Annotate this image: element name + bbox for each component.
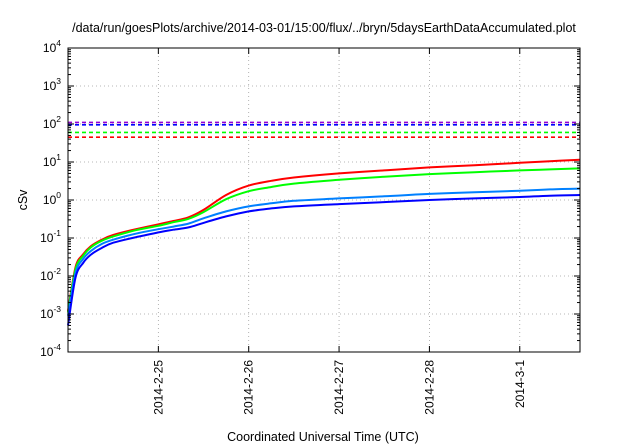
y-tick-label: 104 (43, 38, 61, 55)
y-tick-label: 103 (43, 76, 61, 93)
x-tick-label: 2014-2-28 (422, 360, 436, 415)
y-tick-label: 10-3 (40, 304, 61, 321)
x-tick-label: 2014-2-25 (151, 360, 165, 415)
y-tick-label: 101 (43, 152, 61, 169)
y-tick-label: 10-2 (40, 266, 61, 283)
x-axis-title: Coordinated Universal Time (UTC) (227, 430, 419, 444)
x-tick-label: 2014-2-26 (242, 360, 256, 415)
y-tick-label: 100 (43, 190, 61, 207)
y-axis-title: cSv (16, 189, 30, 211)
y-tick-label: 10-4 (40, 342, 61, 359)
y-axis: 10-4 10-3 10-2 10-1 100 101 102 103 104 (40, 38, 580, 359)
x-tick-label: 2014-2-27 (332, 360, 346, 415)
chart-title: /data/run/goesPlots/archive/2014-03-01/1… (72, 21, 576, 35)
threshold-lines (68, 121, 580, 138)
series-line (67, 187, 581, 316)
x-tick-label: 2014-3-1 (513, 360, 527, 408)
x-axis: 2014-2-25 2014-2-26 2014-2-27 2014-2-28 2014… (151, 48, 527, 415)
y-tick-label: 10-1 (40, 228, 61, 245)
series-line (67, 167, 581, 313)
series-line (67, 194, 581, 326)
series-group (67, 158, 581, 326)
y-tick-label: 102 (43, 114, 61, 131)
